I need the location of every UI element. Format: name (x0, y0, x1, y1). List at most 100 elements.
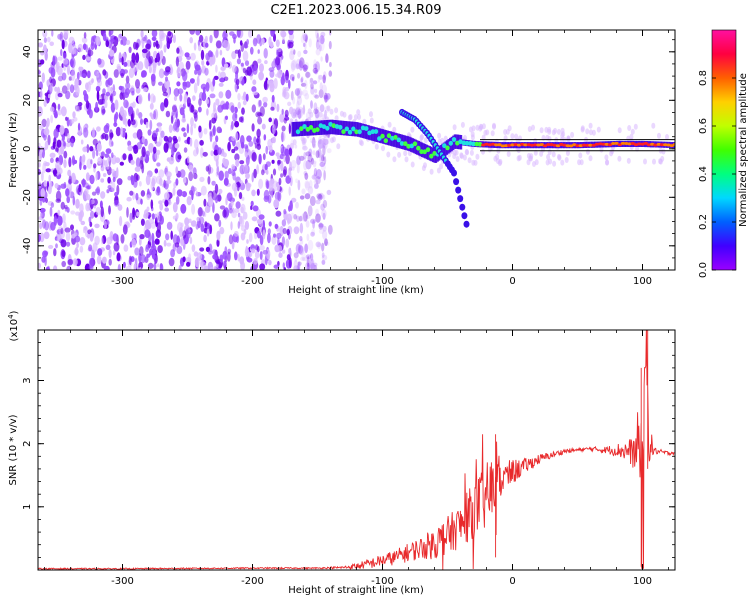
spectrogram-noise-blob (106, 236, 113, 245)
spectrogram-noise-blob (198, 98, 202, 106)
spectrogram-halo-blob (585, 148, 590, 155)
spectrogram-noise-blob (122, 224, 128, 235)
spectrogram-noise-blob (112, 233, 118, 242)
colorbar-tick-label: 0.6 (698, 118, 709, 134)
spectrogram-noise-blob (212, 77, 216, 87)
spectrogram-noise-blob (323, 156, 327, 165)
spectrogram-noise-blob (258, 99, 262, 107)
spectrogram-noise-blob (127, 145, 133, 152)
spectrogram-noise-blob (139, 234, 145, 240)
spectrogram-noise-blob (325, 53, 329, 64)
spectrogram-noise-blob (38, 81, 43, 90)
spectrogram-noise-blob (167, 30, 172, 37)
spectrogram-halo-blob (329, 108, 334, 115)
spectrogram-noise-blob (290, 60, 297, 71)
spectrogram-noise-blob (313, 59, 317, 67)
spectrogram-noise-blob (186, 261, 191, 267)
signal-point (510, 143, 515, 147)
spectrogram-noise-blob (94, 223, 100, 229)
spectrogram-noise-blob (250, 248, 256, 254)
spectrogram-halo-blob (510, 133, 515, 140)
spectrogram-noise-blob (52, 265, 58, 270)
signal-band (328, 119, 332, 135)
spectrogram-noise-blob (297, 261, 301, 270)
signal-point (633, 143, 639, 147)
spectrogram-noise-blob (90, 210, 95, 219)
x-tick-label: -100 (371, 276, 394, 287)
spectrogram-noise-blob (72, 111, 76, 119)
spectrogram-noise-blob (268, 259, 272, 266)
spectrogram-noise-blob (176, 189, 183, 197)
signal-point (386, 133, 392, 139)
spectrogram-noise-blob (135, 157, 141, 168)
spectrogram-noise-blob (111, 141, 114, 147)
spectrogram-halo-blob (410, 126, 415, 133)
spectrogram-noise-blob (210, 150, 214, 157)
spectrogram-noise-blob (177, 154, 182, 160)
spectrogram-noise-blob (45, 197, 48, 204)
spectrogram-halo-blob (490, 130, 495, 137)
spectrogram-noise-blob (134, 166, 141, 172)
spectrogram-noise-blob (289, 50, 295, 61)
spectrogram-noise-blob (131, 233, 135, 240)
spectrogram-halo-blob (505, 128, 510, 135)
spectrogram-noise-blob (302, 64, 308, 72)
spectrogram-noise-blob (204, 67, 209, 76)
signal-band (442, 142, 445, 158)
spectrogram-noise-blob (211, 249, 218, 255)
spectrogram-noise-blob (266, 181, 270, 189)
spectrogram-noise-blob (127, 106, 134, 115)
spectrogram-noise-blob (142, 87, 148, 93)
spectrogram-noise-blob (301, 251, 306, 261)
spectrogram-noise-blob (175, 56, 179, 67)
spectrogram-noise-blob (280, 75, 285, 86)
spectrogram-noise-blob (263, 101, 268, 108)
spectrogram-noise-blob (140, 30, 144, 38)
spectrogram-noise-blob (180, 203, 187, 214)
spectrogram-halo-blob (560, 159, 565, 166)
spectrogram-noise-blob (40, 89, 43, 100)
spectrogram-noise-blob (281, 236, 285, 247)
spectrogram-noise-blob (202, 210, 205, 217)
spectrogram-halo-blob (539, 150, 544, 157)
spectrogram-noise-blob (39, 222, 43, 230)
spectrogram-noise-blob (265, 169, 269, 175)
spectrogram-noise-blob (146, 194, 151, 201)
spectrogram-noise-blob (136, 42, 140, 49)
spectrogram-noise-blob (231, 136, 236, 142)
spectrogram-noise-blob (166, 242, 172, 247)
spectrogram-noise-blob (87, 184, 92, 190)
spectrogram-halo-blob (410, 161, 415, 168)
spectrogram-noise-blob (245, 172, 250, 179)
spectrogram-noise-blob (208, 250, 213, 255)
spectrogram-noise-blob (146, 253, 151, 258)
spectrogram-noise-blob (297, 72, 301, 79)
y-tick-label: 20 (22, 94, 33, 107)
spectrogram-halo-blob (443, 135, 448, 142)
signal-band (394, 132, 397, 148)
spectrogram-noise-blob (159, 202, 164, 211)
spectrogram-noise-blob (189, 78, 195, 84)
spectrogram-noise-blob (39, 207, 46, 213)
spectrogram-noise-blob (318, 74, 323, 80)
spectrogram-noise-blob (200, 223, 205, 232)
spectrogram-noise-blob (192, 95, 196, 101)
spectrogram-noise-blob (61, 250, 66, 257)
signal-point (383, 138, 388, 144)
spectrogram-noise-blob (204, 221, 208, 228)
spectrogram-noise-blob (176, 47, 180, 54)
spectrogram-noise-blob (132, 65, 137, 73)
spectrogram-noise-blob (303, 160, 308, 171)
spectrogram-noise-blob (321, 242, 325, 252)
spectrogram-noise-blob (305, 254, 312, 260)
spectrogram-noise-blob (317, 148, 322, 159)
spectrogram-noise-blob (270, 106, 275, 111)
spectrogram-halo-blob (539, 127, 544, 134)
spectrogram-noise-blob (293, 259, 298, 269)
spectrogram-noise-blob (156, 122, 163, 127)
branch-band (457, 195, 464, 203)
spectrogram-noise-blob (222, 152, 227, 158)
spectrogram-noise-blob (302, 31, 307, 41)
spectrogram-noise-blob (313, 80, 318, 85)
spectrogram-noise-blob (168, 124, 173, 133)
